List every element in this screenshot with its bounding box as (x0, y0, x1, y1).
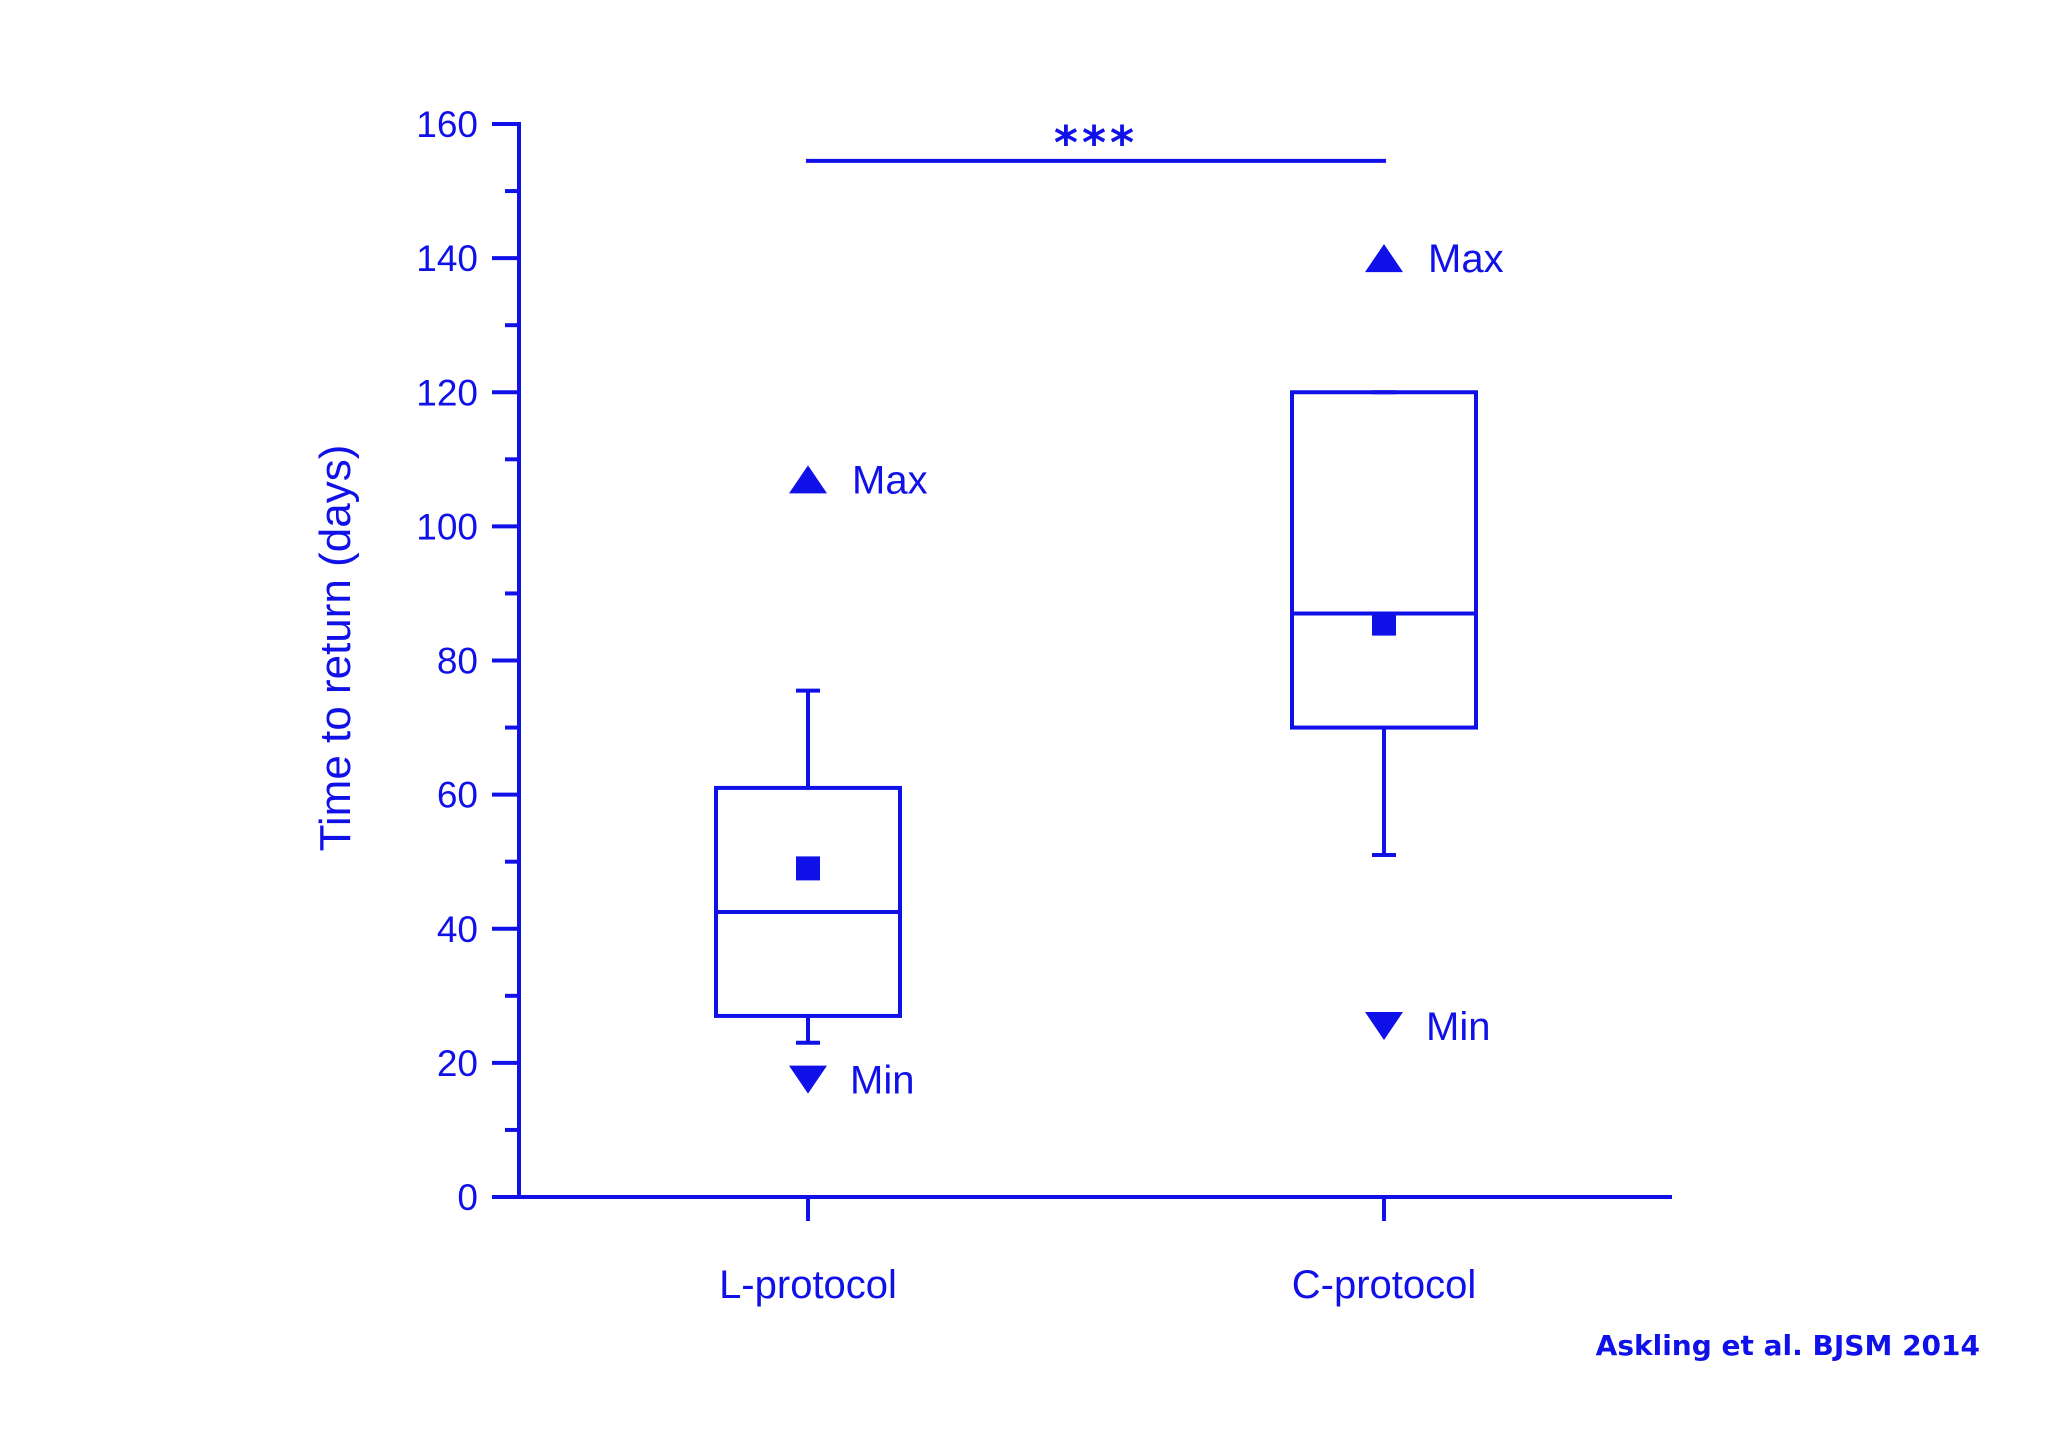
y-tick-label: 40 (437, 909, 478, 950)
box-iqr (1290, 390, 1478, 730)
max-label: Max (852, 458, 928, 502)
max-marker (1365, 244, 1403, 273)
y-tick-label: 100 (416, 506, 478, 547)
box-group-c-protocol: Max Min (1290, 237, 1504, 1049)
min-marker (789, 1065, 827, 1094)
y-tick-label: 120 (416, 372, 478, 413)
y-tick-label: 20 (437, 1043, 478, 1084)
box-group-l-protocol: Max Min (714, 458, 928, 1103)
x-category-label: C-protocol (1292, 1263, 1477, 1307)
y-tick-label: 160 (416, 104, 478, 145)
min-marker (1365, 1011, 1403, 1040)
box-iqr (714, 785, 902, 1018)
y-tick-label: 0 (457, 1177, 478, 1218)
y-tick-label: 140 (416, 238, 478, 279)
mean-marker (796, 856, 820, 881)
max-label: Max (1428, 237, 1504, 281)
y-tick-label: 60 (437, 775, 478, 816)
y-tick-label: 80 (437, 641, 478, 682)
x-category-label: L-protocol (719, 1263, 897, 1307)
axes: 0 20 40 60 80 100 120 140 160 L-protocol C-protoco… (416, 104, 1672, 1307)
mean-marker (1372, 611, 1396, 636)
significance-label: *** (1054, 116, 1138, 170)
plot-marks: Max Min Max Min *** (714, 116, 1504, 1103)
y-axis-label: Time to return (days) (311, 445, 360, 852)
max-marker (789, 465, 827, 494)
citation: Askling et al. BJSM 2014 (1596, 1329, 1980, 1362)
min-label: Min (1426, 1005, 1490, 1049)
min-label: Min (850, 1059, 914, 1103)
